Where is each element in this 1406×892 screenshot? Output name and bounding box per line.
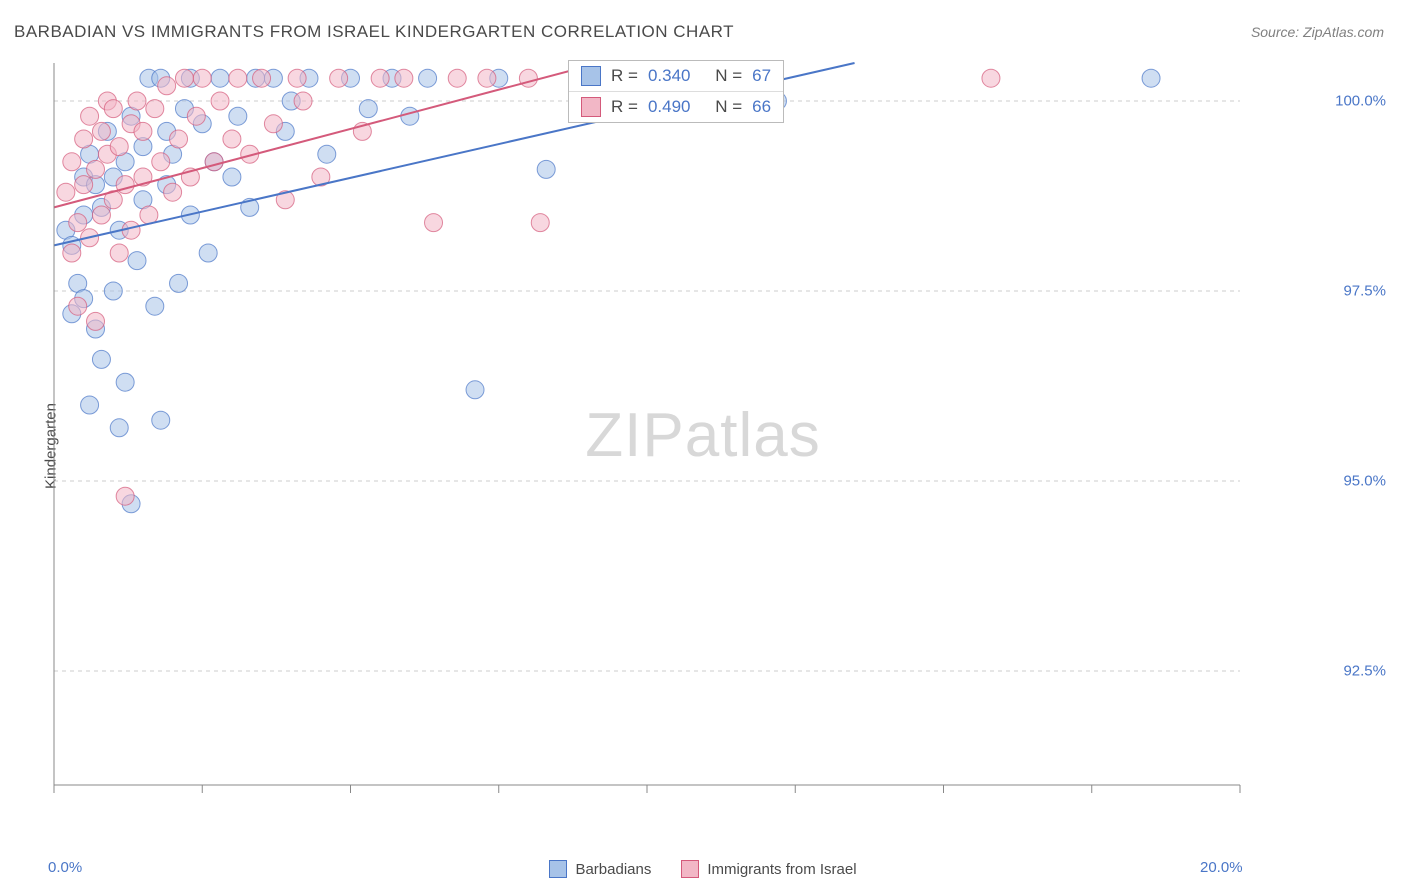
y-tick-label: 97.5% [1343,283,1386,300]
corr-r-label: R = [611,97,638,117]
scatter-plot [50,55,1300,815]
legend-label: Immigrants from Israel [707,861,856,878]
corr-r-label: R = [611,66,638,86]
square-icon [549,860,567,878]
y-tick-label: 95.0% [1343,473,1386,490]
square-icon [581,66,601,86]
square-icon [581,97,601,117]
legend-label: Barbadians [575,861,651,878]
chart-title: BARBADIAN VS IMMIGRANTS FROM ISRAEL KIND… [14,22,734,42]
source-label: Source: ZipAtlas.com [1251,24,1384,40]
square-icon [681,860,699,878]
legend-item-israel: Immigrants from Israel [681,860,856,878]
legend-item-barbadians: Barbadians [549,860,651,878]
series-legend: Barbadians Immigrants from Israel [0,860,1406,878]
y-tick-label: 92.5% [1343,663,1386,680]
corr-row-barbadians: R = 0.340 N = 67 [569,61,783,92]
corr-n-label: N = [715,97,742,117]
corr-n-value: 66 [752,97,771,117]
corr-r-value: 0.490 [648,97,691,117]
corr-n-value: 67 [752,66,771,86]
y-tick-label: 100.0% [1335,93,1386,110]
corr-row-israel: R = 0.490 N = 66 [569,92,783,122]
correlation-legend: R = 0.340 N = 67 R = 0.490 N = 66 [568,60,784,123]
corr-n-label: N = [715,66,742,86]
corr-r-value: 0.340 [648,66,691,86]
